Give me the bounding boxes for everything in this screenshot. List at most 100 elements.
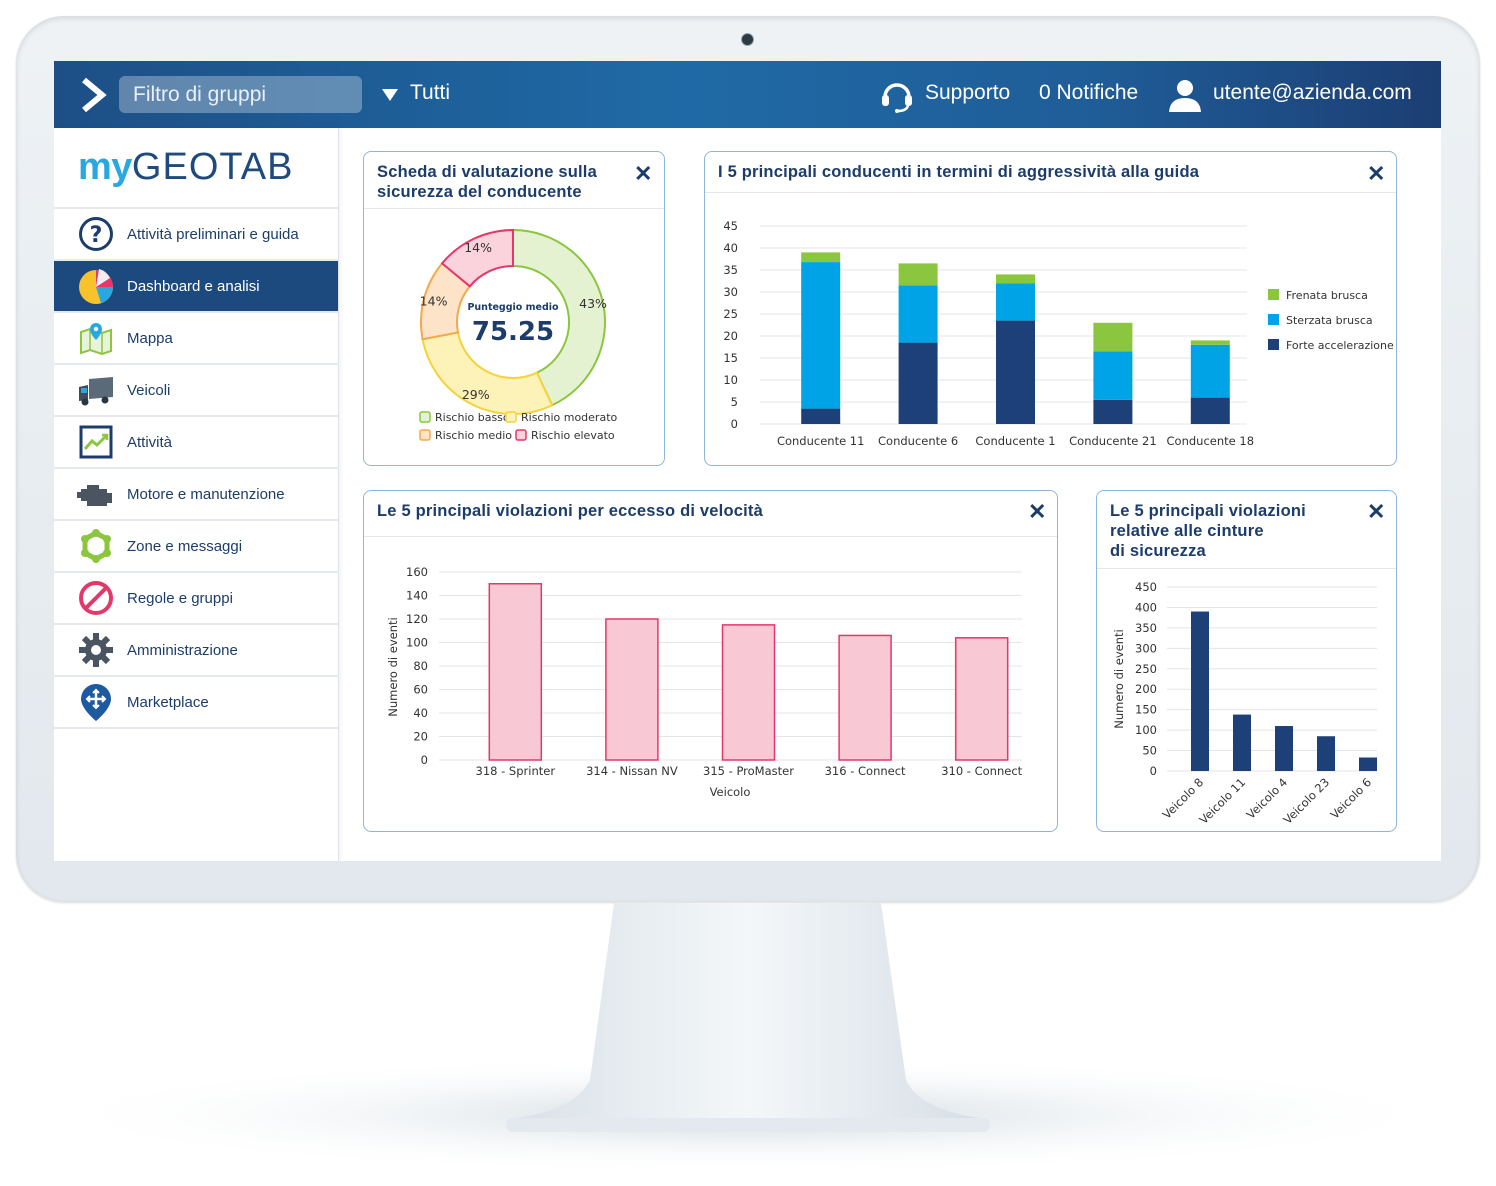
sidebar-item-getting-started[interactable]: ? Attività preliminari e guida	[54, 207, 338, 261]
sidebar-item-engine[interactable]: Motore e manutenzione	[54, 469, 338, 521]
app-screen: Filtro di gruppi Tutti Supporto 0 Notifi…	[54, 61, 1441, 861]
sidebar: myGEOTAB ? Attività preliminari e guida …	[54, 128, 339, 861]
bar-segment	[996, 320, 1035, 424]
webcam-icon	[741, 33, 754, 46]
widget-title: I 5 principali conducenti in termini di …	[718, 163, 1200, 181]
legend-label: Rischio medio	[435, 429, 512, 442]
speeding-widget: Le 5 principali violazioni per eccesso d…	[363, 490, 1058, 832]
donut-slice-label: 43%	[579, 296, 607, 311]
close-icon[interactable]: ✕	[1367, 499, 1386, 524]
close-icon[interactable]: ✕	[634, 161, 653, 186]
bar	[721, 624, 776, 761]
y-tick-label: 35	[723, 263, 738, 277]
sidebar-item-vehicles[interactable]: Veicoli	[54, 365, 338, 417]
notifications-link[interactable]: 0 Notifiche	[1039, 81, 1139, 104]
donut-slice-label: 14%	[420, 294, 448, 309]
aggressive-driving-widget: I 5 principali conducenti in termini di …	[704, 151, 1397, 466]
dropdown-triangle-icon[interactable]	[382, 89, 398, 101]
group-filter-input[interactable]: Filtro di gruppi	[119, 76, 362, 113]
legend-swatch	[1268, 314, 1279, 325]
gear-icon	[79, 633, 113, 667]
seatbelt-widget: Le 5 principali violazioni relative alle …	[1096, 490, 1397, 832]
legend-swatch	[1268, 289, 1279, 300]
bar-segment	[996, 283, 1035, 321]
bar	[605, 618, 659, 761]
y-tick-label: 450	[1135, 580, 1157, 594]
y-tick-label: 45	[723, 219, 738, 233]
legend-label: Forte accelerazione	[1286, 339, 1394, 352]
x-tick-label: Veicolo 11	[1196, 775, 1248, 827]
y-tick-label: 400	[1135, 600, 1157, 614]
donut-center-value: 75.25	[472, 317, 554, 347]
close-icon[interactable]: ✕	[1028, 499, 1047, 524]
y-tick-label: 140	[406, 589, 428, 603]
y-tick-label: 40	[413, 706, 428, 720]
y-tick-label: 0	[731, 417, 738, 431]
support-link[interactable]: Supporto	[925, 81, 1011, 104]
sidebar-item-zones[interactable]: Zone e messaggi	[54, 521, 338, 573]
engine-icon	[77, 485, 112, 506]
user-icon[interactable]	[1167, 77, 1203, 113]
x-tick-label: Conducente 6	[878, 434, 958, 448]
x-tick-label: Conducente 11	[777, 434, 865, 448]
x-axis-label: Veicolo	[710, 785, 751, 799]
legend-swatch	[419, 429, 431, 441]
y-tick-label: 20	[723, 329, 738, 343]
bar	[954, 637, 1009, 761]
mygeotab-logo[interactable]: myGEOTAB	[78, 146, 294, 188]
y-tick-label: 10	[723, 373, 738, 387]
safety-donut-chart: 43% 29% 14% 14% Punteggio medio 75.25 Rischio …	[419, 228, 618, 442]
y-tick-label: 0	[421, 753, 428, 767]
sidebar-item-label: Amministrazione	[127, 641, 238, 659]
sidebar-item-map[interactable]: Mappa	[54, 313, 338, 365]
sidebar-item-label: Veicoli	[127, 381, 171, 399]
bar-segment	[898, 342, 938, 424]
bar-segment	[1190, 344, 1230, 398]
bar-segment	[898, 263, 938, 286]
legend-swatch	[1268, 339, 1279, 350]
bar-segment	[1093, 322, 1133, 352]
map-icon	[80, 323, 112, 356]
sidebar-item-dashboard[interactable]: Dashboard e analisi	[54, 261, 338, 313]
top-bar: Filtro di gruppi Tutti Supporto 0 Notifi…	[54, 61, 1441, 128]
y-tick-label: 250	[1135, 662, 1157, 676]
close-icon[interactable]: ✕	[1367, 161, 1386, 186]
svg-text:?: ?	[90, 223, 103, 248]
y-tick-label: 60	[413, 683, 428, 697]
donut-slice	[512, 228, 606, 407]
legend-label: Frenata brusca	[1286, 289, 1368, 302]
y-tick-label: 100	[1135, 723, 1157, 737]
y-tick-label: 300	[1135, 641, 1157, 655]
donut-center-label: Punteggio medio	[467, 302, 559, 313]
sidebar-item-label: Motore e manutenzione	[127, 485, 285, 503]
sidebar-item-label: Regole e gruppi	[127, 589, 233, 607]
group-filter-value[interactable]: Tutti	[410, 81, 451, 104]
marketplace-icon	[81, 684, 111, 721]
bar	[838, 634, 892, 761]
sidebar-item-activity[interactable]: Attività	[54, 417, 338, 469]
x-tick-label: 314 - Nissan NV	[586, 764, 678, 778]
truck-icon	[79, 377, 113, 406]
x-tick-label: 316 - Connect	[825, 764, 906, 778]
legend-label: Rischio basso	[435, 411, 510, 424]
chevron-right-icon[interactable]	[78, 77, 110, 113]
sidebar-item-label: Marketplace	[127, 693, 209, 711]
headset-icon[interactable]	[880, 77, 914, 113]
prohibited-icon	[79, 581, 113, 615]
sidebar-item-marketplace[interactable]: Marketplace	[54, 677, 338, 729]
y-tick-label: 160	[406, 565, 428, 579]
user-account-link[interactable]: utente@azienda.com	[1213, 81, 1412, 104]
x-tick-label: 318 - Sprinter	[476, 764, 556, 778]
sidebar-item-rules[interactable]: Regole e gruppi	[54, 573, 338, 625]
bar-segment	[1190, 340, 1230, 345]
x-tick-label: Conducente 1	[975, 434, 1055, 448]
bar	[1317, 736, 1335, 771]
bar-segment	[1190, 397, 1230, 424]
donut-slice	[440, 228, 514, 288]
legend-label: Rischio elevato	[531, 429, 615, 442]
sidebar-item-label: Attività preliminari e guida	[127, 225, 299, 243]
x-tick-label: Veicolo 6	[1328, 775, 1375, 822]
zone-icon	[81, 529, 111, 563]
x-tick-label: Conducente 18	[1167, 434, 1255, 448]
sidebar-item-administration[interactable]: Amministrazione	[54, 625, 338, 677]
